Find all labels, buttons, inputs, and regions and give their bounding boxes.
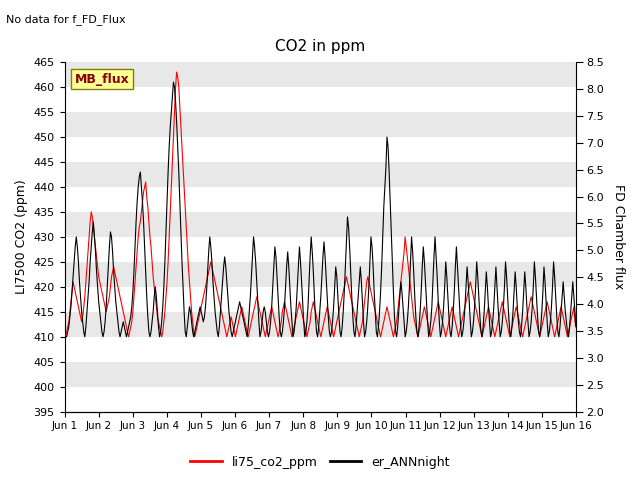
Bar [65,62,576,87]
Bar [65,362,576,387]
Bar [65,162,576,187]
Text: MB_flux: MB_flux [75,72,129,85]
Bar [65,112,576,137]
Text: No data for f_FD_Flux: No data for f_FD_Flux [6,14,126,25]
Title: CO2 in ppm: CO2 in ppm [275,39,365,54]
Bar [65,262,576,287]
Legend: li75_co2_ppm, er_ANNnight: li75_co2_ppm, er_ANNnight [186,451,454,474]
Bar [65,312,576,337]
Y-axis label: FD Chamber flux: FD Chamber flux [612,184,625,289]
Y-axis label: LI7500 CO2 (ppm): LI7500 CO2 (ppm) [15,180,28,294]
Bar [65,212,576,237]
